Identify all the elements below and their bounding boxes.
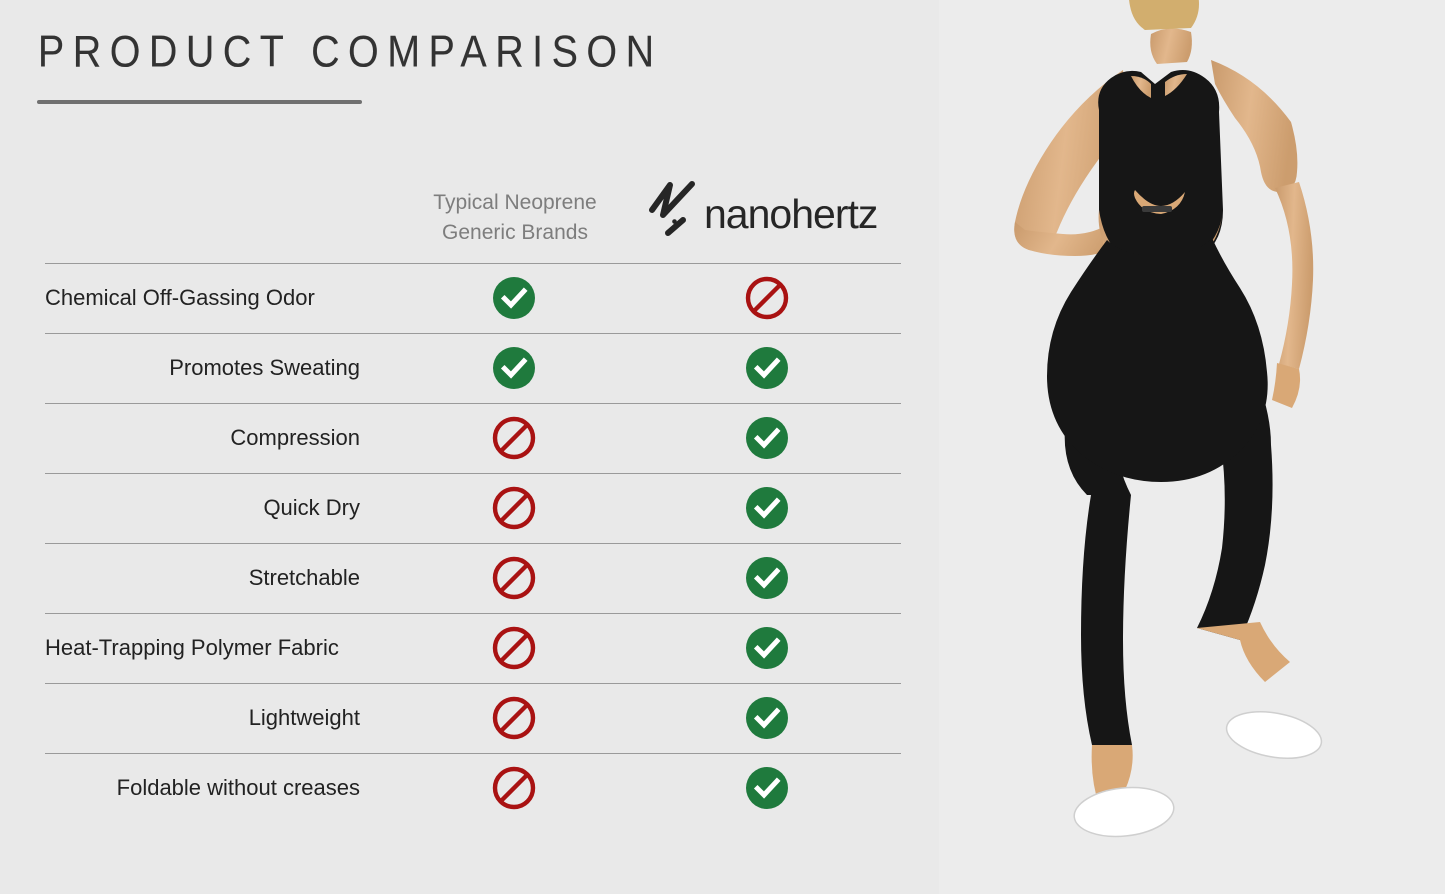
svg-text:nanohertz: nanohertz [704, 191, 877, 237]
